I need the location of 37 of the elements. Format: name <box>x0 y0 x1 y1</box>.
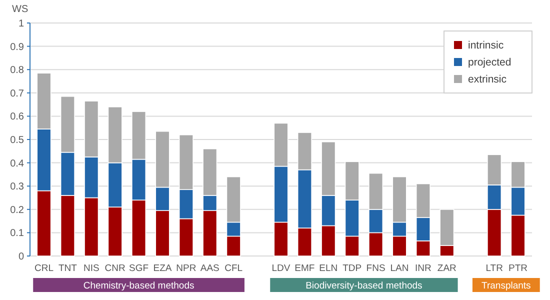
y-tick-label: 0.9 <box>10 42 24 53</box>
legend-label: intrinsic <box>468 40 504 52</box>
x-tick-label: CFL <box>224 263 243 274</box>
x-tick-label: AAS <box>200 263 220 274</box>
y-tick-label: 1 <box>18 18 24 30</box>
x-tick-label: CNR <box>104 263 126 274</box>
text: Biodiversity-based methods <box>306 280 423 292</box>
y-tick-label: 0.2 <box>10 204 24 216</box>
y-tick-label: 0.3 <box>10 182 24 193</box>
x-tick-label: FNS <box>366 263 386 274</box>
x-tick-label: LDV <box>272 263 291 274</box>
y-tick-label: 0.4 <box>10 158 24 170</box>
x-tick-label: NIS <box>83 263 100 274</box>
y-tick-label: 0.7 <box>10 88 24 100</box>
y-tick-label: 0.8 <box>10 65 24 76</box>
x-tick-label: CRL <box>34 263 54 274</box>
x-tick-label: INR <box>415 263 432 274</box>
x-tick-label: LAN <box>390 263 409 274</box>
legend-label: extrinsic <box>468 74 507 86</box>
x-tick-label: ELN <box>319 263 338 274</box>
y-tick-label: 0.5 <box>10 135 24 146</box>
x-tick-label: NPR <box>176 263 196 274</box>
x-tick-label: SGF <box>129 263 149 274</box>
y-axis-title: WS <box>12 4 28 15</box>
y-tick-label: 0 <box>18 252 24 262</box>
text: Chemistry-based methods <box>83 280 194 292</box>
y-tick-label: 0.6 <box>10 112 24 123</box>
legend-label: projected <box>468 56 512 69</box>
x-tick-label: EMF <box>294 263 315 274</box>
x-tick-label: EZA <box>153 263 172 274</box>
text: Transplants <box>482 280 532 292</box>
x-tick-label: TDP <box>342 263 362 274</box>
x-tick-label: PTR <box>508 263 528 274</box>
x-tick-label: TNT <box>58 263 78 274</box>
x-tick-label: LTR <box>486 263 504 274</box>
x-tick-label: ZAR <box>437 263 457 274</box>
y-tick-label: 0.1 <box>10 228 24 240</box>
